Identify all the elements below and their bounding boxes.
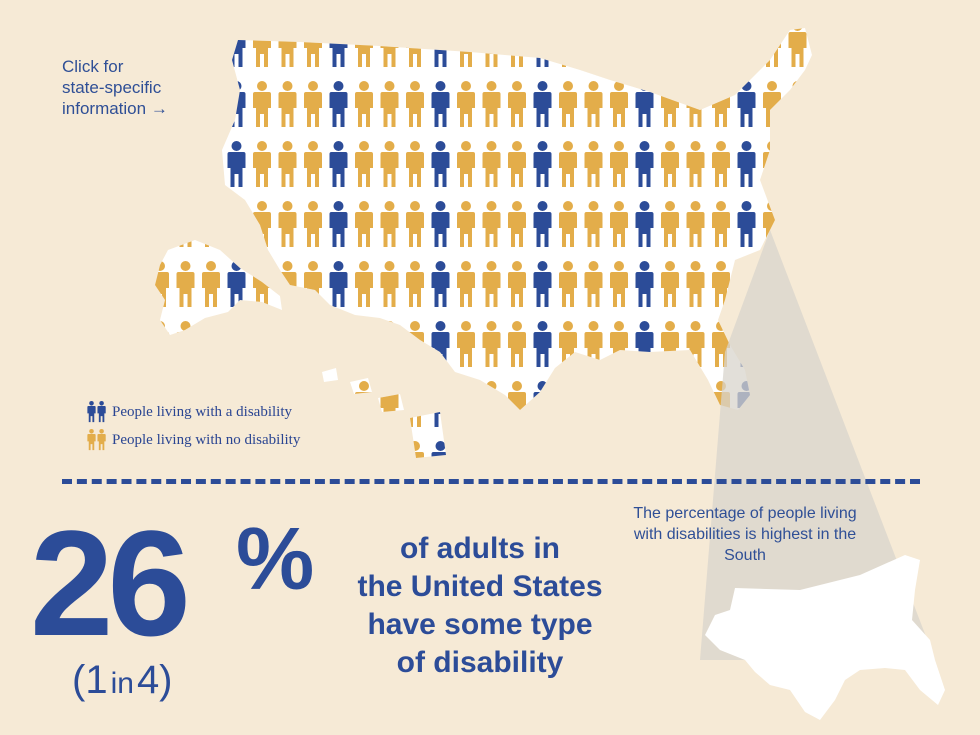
ratio-value: 1 — [85, 658, 108, 702]
person-figure — [814, 21, 832, 67]
person-figure — [814, 201, 832, 247]
state-info-link[interactable]: Click for state-specific information → — [62, 57, 168, 118]
person-figure — [788, 141, 807, 187]
statement-line: have some type — [367, 608, 593, 641]
headline-statement: of adults in the United States have some… — [330, 530, 630, 682]
person-figure — [329, 381, 348, 427]
person-figure — [329, 321, 348, 367]
person-figure — [712, 28, 730, 67]
person-figure — [176, 28, 195, 67]
person-figure — [584, 381, 603, 427]
person-figure — [814, 81, 832, 127]
person-figure — [253, 321, 271, 367]
person-icon-blue — [87, 401, 106, 423]
person-figure — [176, 81, 195, 127]
south-region-map[interactable] — [705, 555, 945, 720]
person-figure — [610, 381, 628, 427]
legend-item-disability: People living with a disability — [86, 398, 300, 426]
person-figure — [380, 321, 399, 367]
person-figure — [155, 141, 169, 187]
person-figure — [278, 321, 297, 367]
person-figure — [202, 81, 220, 127]
person-figure — [202, 141, 220, 187]
person-figure — [559, 28, 577, 67]
person-figure — [814, 141, 832, 187]
person-figure — [814, 261, 832, 307]
person-figure — [737, 28, 756, 67]
ratio-in: in — [110, 667, 134, 700]
person-figure — [202, 321, 220, 367]
statement-line: of adults in — [400, 532, 560, 565]
person-figure — [635, 381, 654, 427]
person-figure — [304, 321, 322, 367]
person-figure — [635, 28, 654, 67]
ratio-total: 4) — [136, 658, 173, 702]
statement-line: the United States — [357, 570, 603, 603]
person-figure — [686, 28, 705, 67]
person-figure — [227, 201, 246, 247]
person-figure — [788, 201, 807, 247]
person-figure — [457, 381, 475, 427]
headline-percent: 26 — [30, 499, 191, 667]
person-figure — [227, 321, 246, 367]
person-figure — [176, 141, 195, 187]
legend-label-disability: People living with a disability — [112, 403, 292, 420]
person-figure — [661, 28, 679, 67]
ratio-open: ( — [72, 658, 86, 702]
person-figure — [686, 381, 705, 427]
person-figure — [202, 201, 220, 247]
headline-percent-sign: % — [236, 509, 315, 608]
person-figure — [155, 201, 169, 247]
person-figure — [176, 201, 195, 247]
person-figure — [304, 381, 322, 427]
person-icon-gold — [87, 429, 106, 451]
dashed-divider — [62, 479, 920, 484]
headline-ratio: (1 in4) — [72, 660, 173, 700]
legend: People living with a disability People l… — [86, 398, 300, 454]
person-figure — [355, 321, 373, 367]
south-note: The percentage of people living with dis… — [633, 505, 857, 564]
south-callout-wedge — [700, 230, 935, 660]
person-figure — [584, 28, 603, 67]
statement-line: of disability — [396, 646, 564, 679]
legend-label-no-disability: People living with no disability — [112, 431, 301, 448]
person-figure — [202, 28, 220, 67]
person-figure — [380, 381, 399, 427]
legend-item-no-disability: People living with no disability — [86, 426, 300, 454]
person-figure — [559, 381, 577, 427]
person-figure — [610, 28, 628, 67]
person-figure — [661, 381, 679, 427]
